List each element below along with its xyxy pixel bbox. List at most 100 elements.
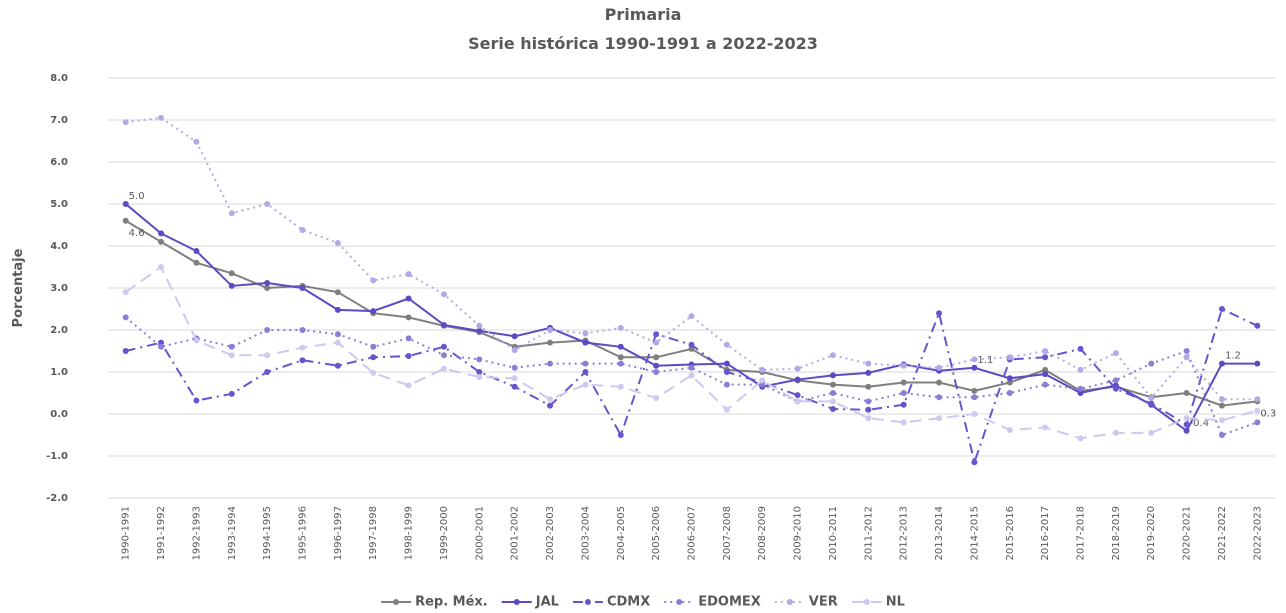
data-point: [334, 362, 341, 369]
legend-label: Rep. Méx.: [415, 595, 488, 610]
data-point: [1006, 390, 1013, 396]
legend-label: NL: [886, 595, 905, 610]
data-point: [653, 369, 660, 375]
data-point: [829, 390, 836, 396]
data-point: [1183, 421, 1190, 428]
data-point: [1218, 417, 1225, 424]
data-point: [547, 339, 554, 346]
data-point: [476, 322, 483, 329]
x-tick-label: 2000-2001: [474, 506, 485, 561]
data-point: [334, 331, 341, 338]
data-point: [405, 382, 412, 389]
data-point: [1006, 426, 1013, 433]
data-point: [1254, 322, 1261, 329]
legend-label: CDMX: [607, 595, 650, 610]
data-point: [723, 381, 730, 388]
x-tick-label: 2011-2012: [863, 506, 874, 561]
data-point: [1183, 427, 1190, 434]
data-point: [264, 279, 271, 286]
legend: Rep. Méx. JAL CDMX EDOMEX VER NL: [381, 595, 905, 610]
y-axis-label: Porcentaje: [11, 248, 26, 327]
data-point: [1183, 415, 1190, 422]
data-point: [971, 356, 978, 363]
y-tick-label: 5.0: [50, 199, 68, 210]
data-point: [334, 306, 341, 313]
data-point: [228, 270, 235, 277]
data-point: [299, 344, 306, 351]
y-tick-label: 4.0: [50, 241, 68, 252]
data-point: [865, 360, 872, 367]
data-point: [759, 366, 766, 373]
data-point: [299, 285, 306, 291]
data-point: [476, 356, 483, 363]
data-point: [122, 217, 129, 224]
y-tick-label: 3.0: [50, 283, 68, 294]
data-point: [865, 406, 872, 413]
data-point: [334, 240, 341, 247]
data-point: [1006, 375, 1013, 382]
x-tick-label: 2017-2018: [1076, 506, 1087, 561]
data-point: [971, 364, 978, 371]
data-point: [264, 285, 271, 291]
data-point: [723, 406, 730, 413]
data-point: [829, 381, 836, 388]
data-point: [900, 419, 907, 426]
data-point: [228, 210, 235, 217]
data-point: [405, 335, 412, 342]
data-point: [617, 324, 624, 331]
data-label: 0.3: [1260, 408, 1276, 419]
x-tick-label: 2004-2005: [616, 506, 627, 561]
series-line: [125, 265, 1258, 440]
data-point: [900, 401, 907, 408]
data-point: [511, 347, 518, 354]
data-point: [582, 330, 589, 337]
data-point: [1218, 306, 1225, 312]
data-point: [334, 289, 341, 296]
legend-marker: [863, 599, 870, 605]
data-point: [794, 376, 801, 383]
x-tick-label: 2008-2009: [757, 506, 768, 561]
data-point: [653, 331, 660, 338]
data-point: [158, 343, 165, 350]
x-tick-label: 2021-2022: [1217, 506, 1228, 561]
data-point: [794, 392, 801, 399]
data-point: [865, 369, 872, 376]
chart-title: Primaria: [605, 5, 682, 24]
data-point: [511, 375, 518, 382]
data-point: [440, 291, 447, 298]
x-tick-label: 2018-2019: [1111, 506, 1122, 561]
data-point: [1254, 407, 1261, 414]
series-line: [125, 116, 1258, 401]
legend-label: JAL: [535, 595, 559, 610]
x-tick-label: 1992-1993: [191, 506, 202, 561]
legend-marker: [584, 599, 591, 605]
data-point: [582, 381, 589, 388]
x-tick-label: 1997-1998: [368, 506, 379, 561]
data-point: [158, 238, 165, 245]
y-tick-label: 8.0: [50, 73, 68, 84]
data-point: [547, 396, 554, 403]
data-point: [158, 264, 165, 270]
data-point: [794, 398, 801, 405]
data-point: [865, 398, 872, 405]
data-point: [193, 248, 200, 255]
data-point: [759, 381, 766, 388]
y-tick-label: 0.0: [50, 409, 68, 420]
data-point: [476, 327, 483, 334]
data-point: [1112, 385, 1119, 392]
data-point: [829, 405, 836, 412]
data-point: [122, 314, 129, 321]
x-tick-label: 1999-2000: [439, 506, 450, 561]
data-point: [900, 390, 907, 396]
data-point: [299, 227, 306, 234]
data-point: [299, 357, 306, 364]
data-point: [936, 379, 943, 386]
y-tick-label: 7.0: [50, 115, 68, 126]
data-point: [1042, 424, 1049, 431]
data-point: [264, 327, 271, 333]
data-point: [1183, 354, 1190, 361]
data-point: [1042, 371, 1049, 378]
data-label: 1.1: [977, 355, 993, 366]
data-point: [1042, 381, 1049, 388]
